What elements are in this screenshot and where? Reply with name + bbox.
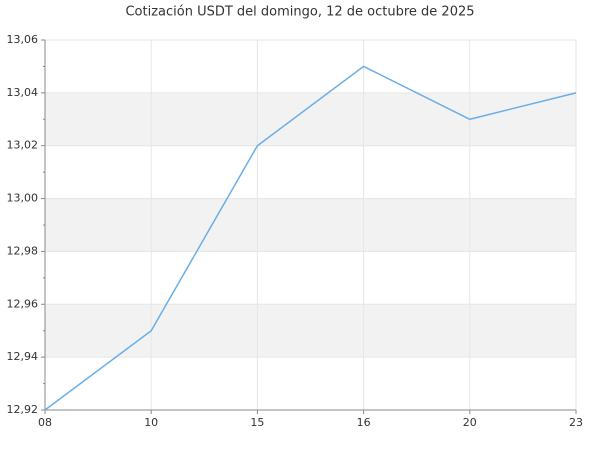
y-tick-label: 13,02 bbox=[7, 139, 39, 152]
x-tick-label: 20 bbox=[463, 416, 477, 429]
x-tick-label: 10 bbox=[144, 416, 158, 429]
chart-title: Cotización USDT del domingo, 12 de octub… bbox=[125, 5, 474, 20]
y-tick-label: 12,98 bbox=[7, 244, 39, 257]
y-tick-label: 12,96 bbox=[7, 297, 39, 310]
y-tick-label: 12,94 bbox=[7, 350, 39, 363]
grid-band bbox=[45, 198, 576, 252]
y-tick-label: 13,00 bbox=[7, 192, 39, 205]
x-tick-label: 23 bbox=[569, 416, 583, 429]
grid-band bbox=[45, 92, 576, 146]
data-line bbox=[44, 65, 577, 411]
y-tick-label: 13,04 bbox=[7, 86, 39, 99]
grid-band bbox=[45, 304, 576, 358]
y-tick-label: 13,06 bbox=[7, 33, 39, 46]
x-tick-label: 08 bbox=[38, 416, 52, 429]
x-tick-label: 15 bbox=[250, 416, 264, 429]
y-tick-label: 12,92 bbox=[7, 403, 39, 416]
x-tick-label: 16 bbox=[357, 416, 371, 429]
